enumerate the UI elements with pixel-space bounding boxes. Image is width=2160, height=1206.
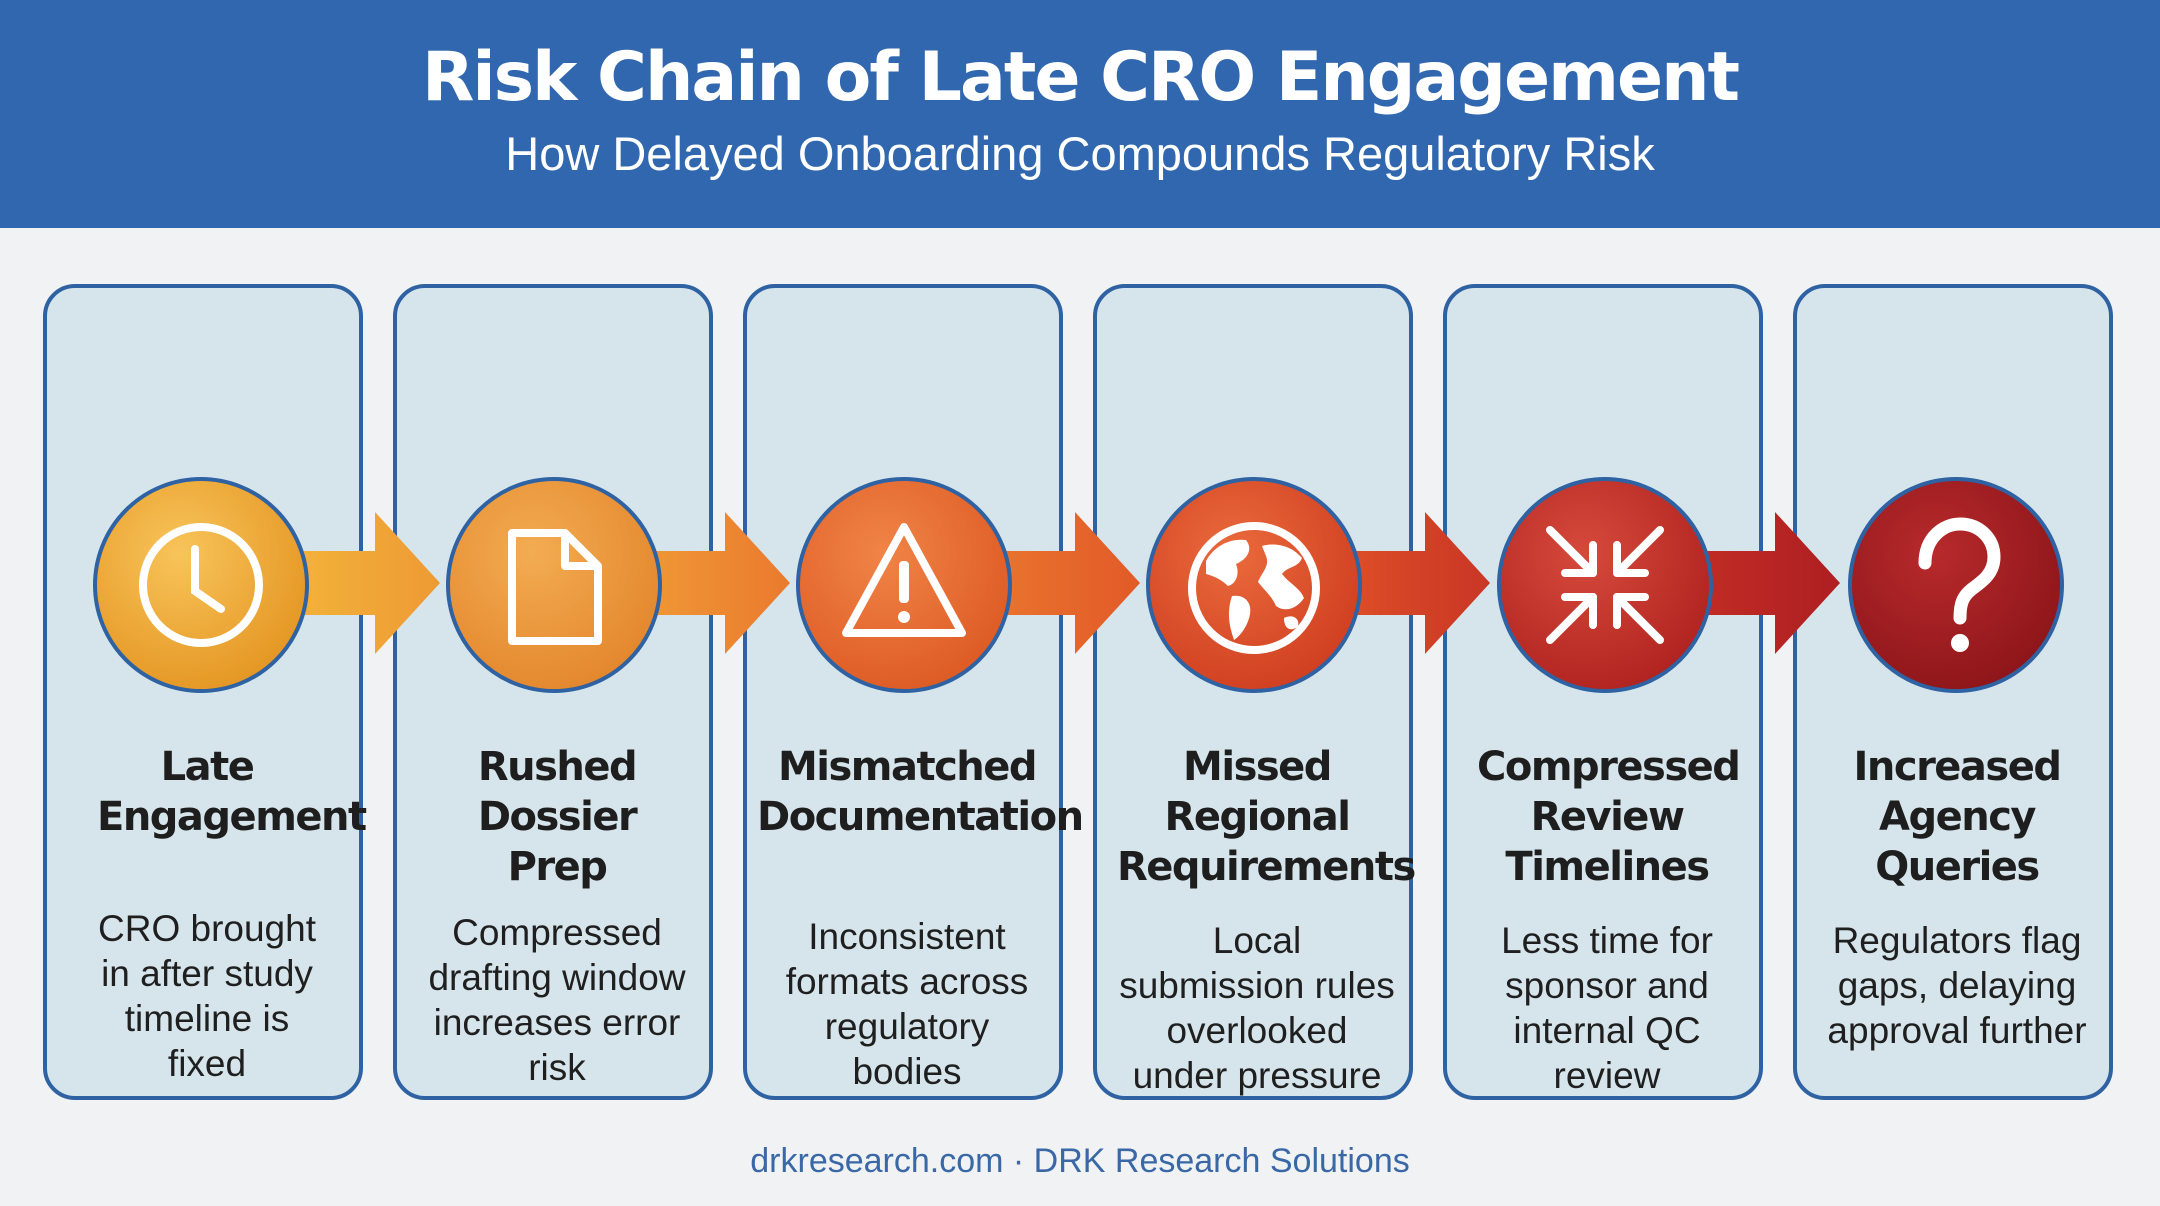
footer-credit: drkresearch.com · DRK Research Solutions (750, 1142, 1410, 1180)
step-description: CRO brought in after study timeline is f… (98, 908, 316, 1084)
step-card-missed-regional-requirements: Missed Regional Requirements Local submi… (1093, 284, 1416, 1100)
step-description: Local submission rules overlooked under … (1119, 920, 1395, 1096)
step-title: Compressed Review Timelines (1477, 744, 1741, 890)
step-title: Missed Regional Requirements (1117, 744, 1416, 890)
step-card-rushed-dossier-prep: Rushed Dossier Prep Compressed drafting … (393, 284, 713, 1100)
step-description: Regulators flag gaps, delaying approval … (1827, 920, 2087, 1051)
step-card-late-engagement: Late Engagement CRO brought in after stu… (43, 284, 367, 1100)
step-card-mismatched-documentation: Mismatched Documentation Inconsistent fo… (743, 284, 1084, 1100)
page-subtitle: How Delayed Onboarding Compounds Regulat… (505, 127, 1655, 180)
step-description: Less time for sponsor and internal QC re… (1501, 920, 1713, 1096)
step-title: Mismatched Documentation (757, 744, 1084, 840)
step-title: Late Engagement (97, 744, 367, 840)
header-banner: Risk Chain of Late CRO Engagement How De… (0, 0, 2160, 228)
page-title: Risk Chain of Late CRO Engagement (422, 38, 1740, 117)
step-description: Compressed drafting window increases err… (428, 912, 686, 1088)
step-card-increased-agency-queries: Increased Agency Queries Regulators flag… (1793, 284, 2113, 1100)
step-title: Rushed Dossier Prep (477, 744, 638, 890)
step-card-compressed-review-timelines: Compressed Review Timelines Less time fo… (1443, 284, 1763, 1100)
step-description: Inconsistent formats across regulatory b… (785, 916, 1029, 1092)
step-title: Increased Agency Queries (1853, 744, 2063, 890)
